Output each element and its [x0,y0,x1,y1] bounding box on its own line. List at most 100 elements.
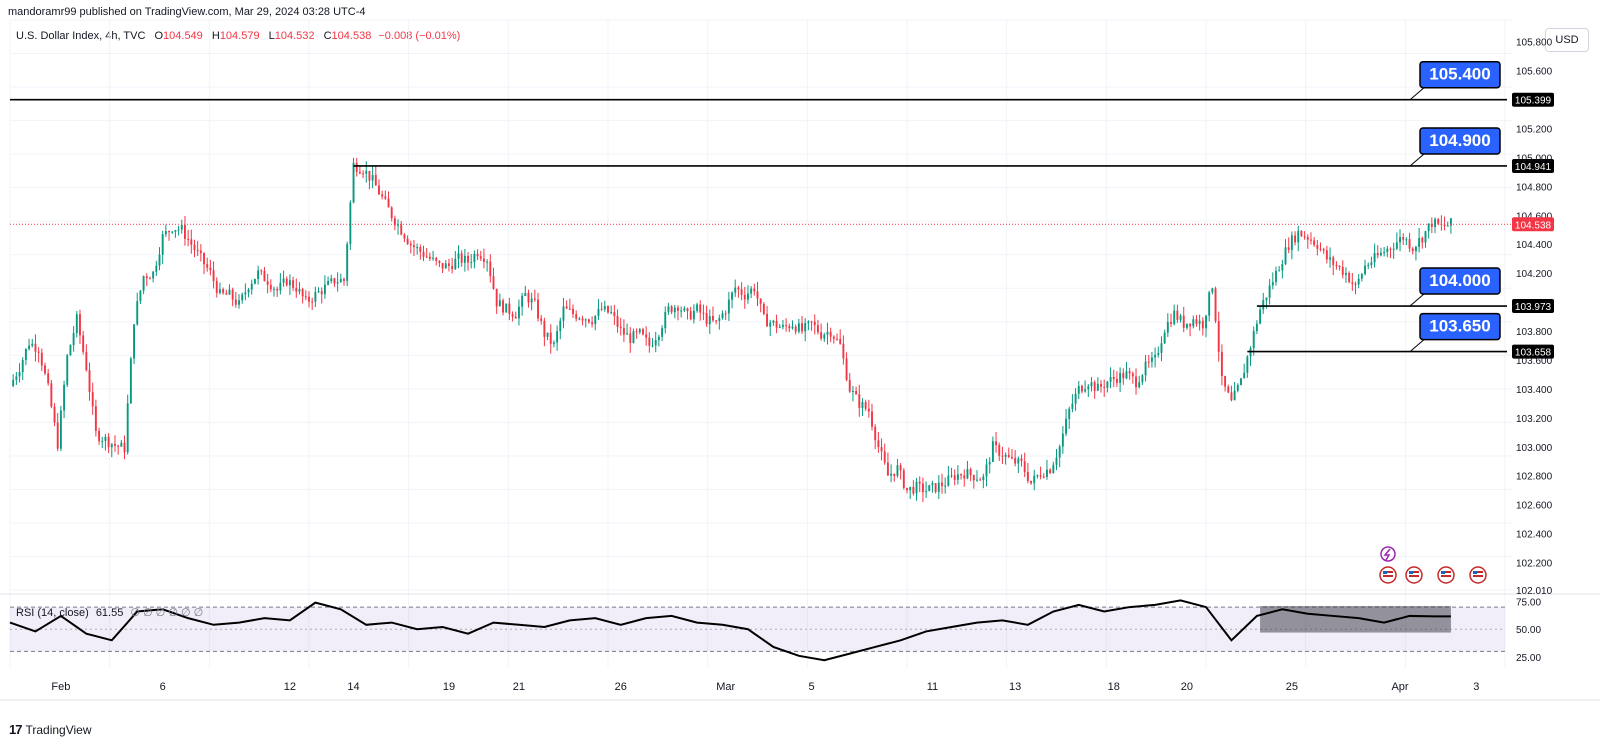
candle-body [591,322,594,325]
candle-body [406,238,409,244]
candle-body [705,313,708,325]
candle-body [925,491,928,493]
candle-body [444,263,447,269]
candle-body [543,320,546,337]
low-label: L [268,30,275,42]
candle-body [1100,383,1102,387]
candle-body [664,311,667,329]
candle-body [575,314,578,319]
rsi-highlight-box [1260,605,1451,633]
callout-pointer [1409,87,1425,101]
candle-body [928,485,931,492]
candle-body [155,265,158,272]
candle-body [941,482,943,487]
candle-body [1157,352,1160,355]
candle-body [358,171,361,174]
candle-body [495,288,498,307]
candle-body [44,365,46,374]
change-value: −0.008 (−0.01%) [378,30,461,42]
candle-body [1329,257,1332,260]
candle-body [419,247,422,252]
currency-button[interactable]: USD [1545,28,1589,52]
candle-body [454,258,457,270]
candle-body [174,230,177,232]
candle-body [171,231,174,233]
us-flag-canton [1441,571,1445,574]
candle-body [607,306,609,313]
candle-body [1392,248,1395,250]
candle-body [1367,264,1370,266]
price-tick: 103.200 [1516,414,1553,425]
candle-body [699,304,702,313]
candle-body [953,475,956,480]
candle-body [972,475,975,481]
candle-body [1214,288,1217,322]
candle-body [362,173,365,175]
candle-body [521,295,524,307]
candle-body [734,287,737,293]
candle-body [737,287,740,290]
candle-body [918,481,921,484]
candle-body [1135,376,1137,388]
candle-body [1185,323,1188,328]
candle-body [1106,381,1109,388]
candle-body [1138,382,1141,388]
candle-body [266,281,269,285]
low-value: 104.532 [274,30,315,42]
candle-body [161,234,164,255]
candle-body [56,422,59,449]
candle-body [594,315,597,325]
candle-body [1220,351,1223,377]
candle-body [180,225,183,230]
candle-body [1268,285,1271,298]
candle-body [1217,321,1220,352]
candle-body [218,289,221,293]
candle-body [1154,354,1157,358]
candle-body [183,225,186,239]
price-tick: 104.800 [1516,182,1553,193]
candle-body [696,304,699,311]
candle-body [1370,262,1373,265]
candle-body [308,296,310,302]
us-flag-stripe [1383,571,1393,573]
time-tick: 6 [160,681,166,693]
tradingview-logo[interactable]: 17 TradingView [9,722,92,737]
candle-body [327,281,330,285]
open-label: O [154,30,164,42]
candle-body [845,358,848,380]
candle-body [482,258,485,263]
candle-body [448,263,450,266]
candle-body [505,303,508,313]
candle-body [721,313,724,319]
candle-body [766,313,768,327]
candle-body [336,282,339,284]
time-tick: 12 [284,681,296,693]
candle-body [82,335,85,352]
candle-body [1281,264,1284,271]
candle-body [374,174,377,186]
candle-body [34,343,37,352]
price-tick: 103.400 [1516,385,1553,396]
candle-body [463,255,466,263]
candle-body [816,325,819,333]
candle-body [1236,385,1239,391]
candle-body [832,336,835,339]
candle-body [1128,371,1131,374]
candle-body [314,292,317,302]
price-tick: 103.800 [1516,327,1553,338]
candle-body [511,313,514,317]
candle-body [1354,283,1357,285]
candle-body [899,465,902,471]
candle-body [1125,371,1128,379]
candle-body [1351,282,1354,284]
candle-body [413,245,415,248]
callout-label: 105.400 [1429,65,1490,84]
candle-body [1446,225,1449,227]
candle-body [762,303,765,314]
candle-body [416,247,419,249]
candle-body [1405,239,1408,241]
candle-body [1122,372,1125,379]
candle-body [1411,248,1414,252]
candle-body [893,473,896,476]
